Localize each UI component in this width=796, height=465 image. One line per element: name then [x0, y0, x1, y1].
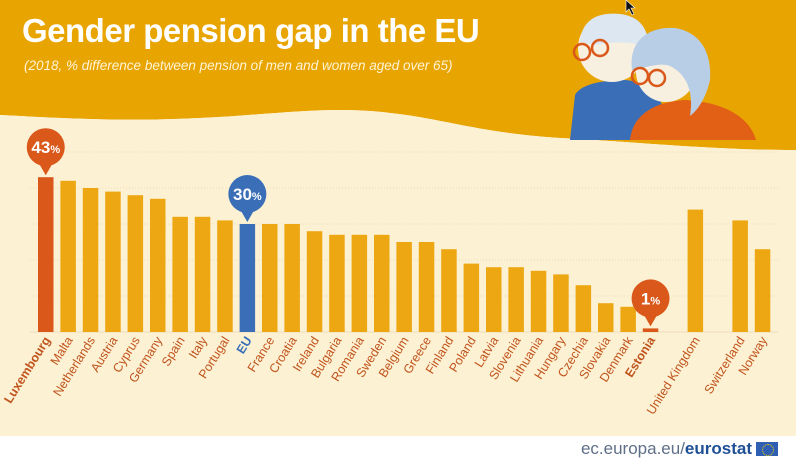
bar-finland: [441, 249, 457, 332]
callout-bubble: [26, 128, 65, 167]
bar-italy: [194, 216, 211, 332]
bar-sweden: [374, 234, 390, 332]
bar-czechia: [575, 285, 592, 332]
page-title: Gender pension gap in the EU: [22, 12, 480, 49]
bar-malta: [60, 180, 76, 332]
source-brand: eurostat: [684, 439, 752, 458]
callout-luxembourg: 43%: [26, 128, 65, 176]
source-text: ec.europa.eu/eurostat: [581, 439, 752, 459]
bar-poland: [463, 263, 480, 332]
bar-germany: [150, 198, 166, 332]
bar-slovakia: [598, 303, 614, 332]
bar-switzerland: [732, 220, 748, 332]
callout-eu: 30%: [228, 175, 267, 222]
callout-bubble: [228, 175, 267, 213]
mouse-cursor-icon: [625, 0, 636, 16]
page-subtitle: (2018, % difference between pension of m…: [24, 58, 453, 73]
elderly-couple-illustration: [570, 13, 756, 140]
callout-pointer: [37, 161, 54, 176]
bar-greece: [418, 242, 435, 332]
bar-luxembourg: [38, 177, 54, 332]
callout-pointer: [642, 312, 659, 327]
bar-hungary: [553, 274, 569, 332]
bar-romania: [351, 234, 368, 332]
bar-croatia: [284, 224, 300, 332]
bar-spain: [172, 216, 188, 332]
source-domain: ec.europa.eu/: [580, 439, 685, 458]
bar-netherlands: [82, 188, 99, 332]
bar-belgium: [396, 242, 412, 332]
bar-slovenia: [508, 267, 524, 332]
bar-eu: [239, 224, 256, 332]
bar-lithuania: [530, 270, 547, 332]
callout-bubble: [631, 279, 670, 318]
bar-latvia: [486, 267, 502, 332]
bar-united-kingdom: [687, 209, 704, 332]
callout-estonia: 1%: [631, 279, 670, 327]
value-label-estonia: 1%: [641, 289, 660, 308]
value-label-luxembourg: 43%: [31, 138, 60, 157]
eu-flag-icon: [756, 442, 778, 456]
callouts: 43% 30% 1%: [26, 128, 670, 327]
callout-pointer: [239, 208, 256, 222]
bar-austria: [105, 191, 121, 332]
bar-bulgaria: [329, 234, 345, 332]
bar-estonia: [642, 328, 659, 332]
bars: [38, 177, 771, 332]
bar-cyprus: [127, 195, 144, 332]
bar-norway: [754, 249, 771, 332]
bar-denmark: [620, 306, 636, 332]
value-label-eu: 30%: [233, 185, 262, 204]
bar-portugal: [217, 220, 233, 332]
bar-ireland: [306, 231, 323, 332]
bar-france: [262, 224, 278, 332]
source-footer: ec.europa.eu/eurostat: [581, 439, 778, 459]
